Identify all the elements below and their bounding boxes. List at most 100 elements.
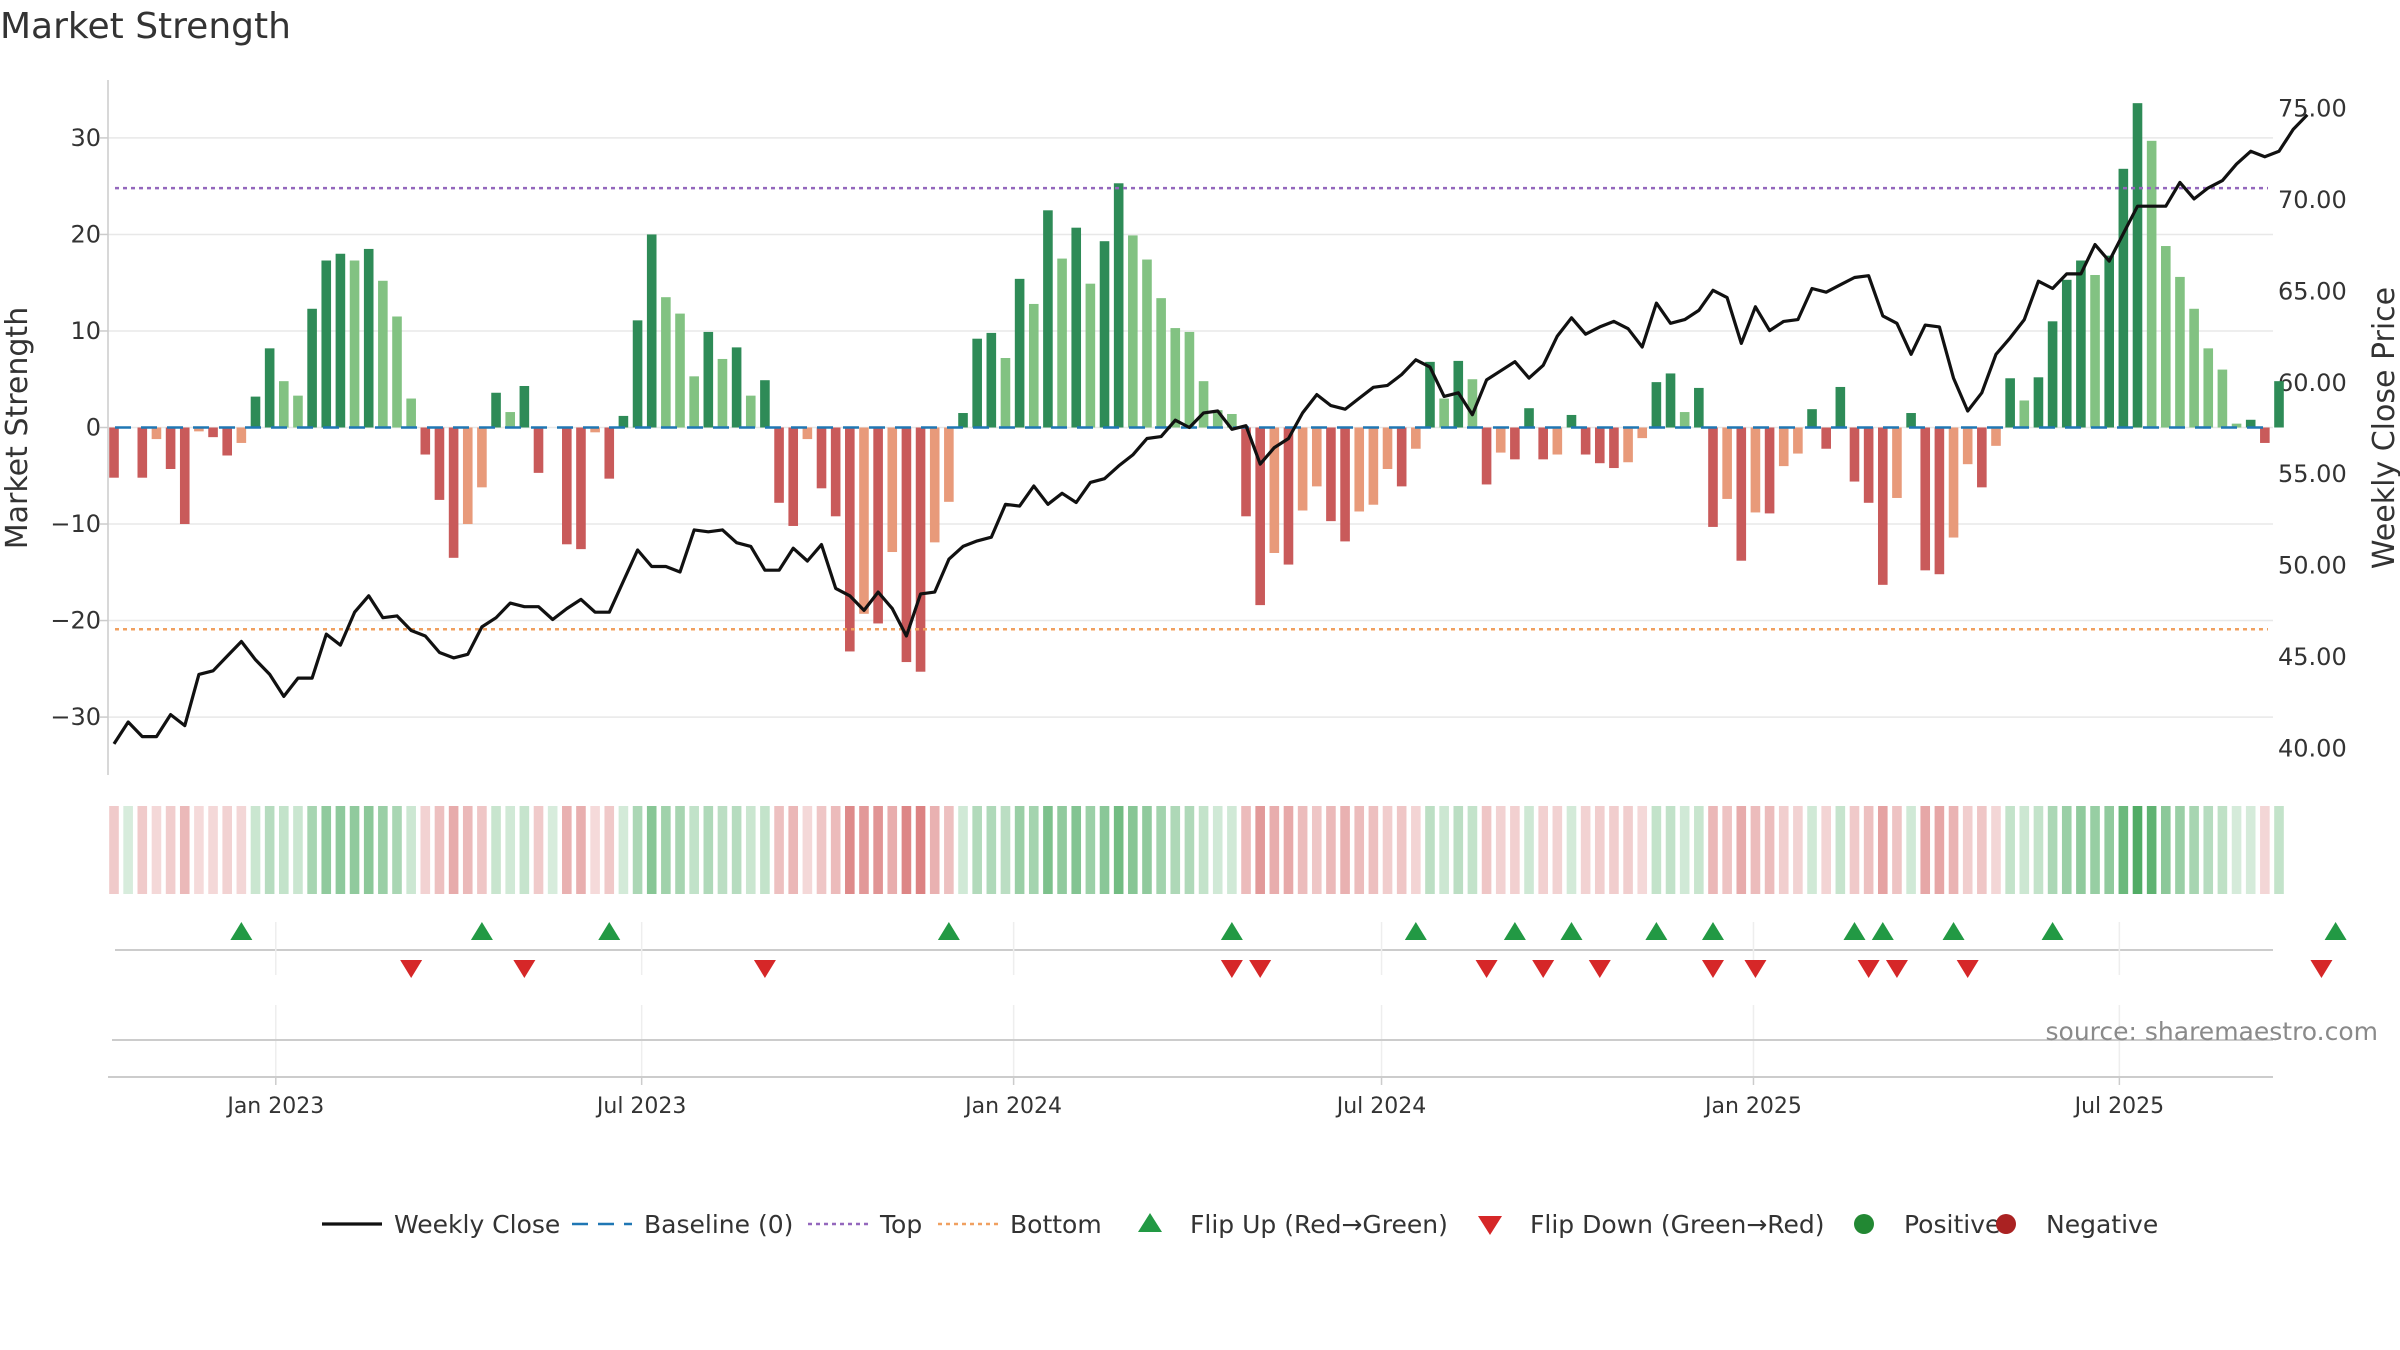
positive-strength-bar	[689, 376, 699, 428]
negative-strength-bar	[873, 427, 883, 624]
strip-cell	[1849, 806, 1860, 894]
strip-cell	[1510, 806, 1520, 894]
strip-cell	[2231, 806, 2242, 894]
positive-strength-bar	[1071, 227, 1082, 428]
negative-strength-bar	[774, 427, 784, 503]
positive-strength-bar	[505, 412, 516, 428]
strip-cell	[179, 806, 190, 894]
strip-cell	[1623, 806, 1633, 894]
negative-strength-bar	[1778, 427, 1789, 467]
negative-strength-bar	[165, 427, 176, 470]
strip-cell	[1552, 806, 1563, 894]
strip-cell	[505, 806, 516, 894]
positive-strength-bar	[1227, 413, 1237, 428]
strip-cell	[279, 806, 289, 894]
strip-cell	[1679, 806, 1690, 894]
y-tick-label: 30	[70, 124, 101, 152]
strip-cell	[1778, 806, 1789, 894]
strip-cell	[915, 806, 926, 894]
strip-cell	[2005, 806, 2015, 894]
negative-strength-bar	[1920, 427, 1931, 571]
strip-cell	[2260, 806, 2270, 894]
strip-cell	[1821, 806, 1831, 894]
positive-strength-bar	[1906, 413, 1916, 428]
strip-cell	[1566, 806, 1577, 894]
strip-cell	[1580, 806, 1591, 894]
strip-cell	[1609, 806, 1619, 894]
strip-cell	[264, 806, 275, 894]
positive-strength-bar	[1566, 414, 1577, 428]
flip-up-marker	[1942, 922, 1965, 940]
strip-cell	[1170, 806, 1181, 894]
negative-strength-bar	[2260, 427, 2270, 443]
flip-down-marker	[1956, 960, 1979, 978]
strip-cell	[887, 806, 898, 894]
strip-cell	[321, 806, 332, 894]
negative-strength-bar	[1552, 427, 1563, 455]
strip-cell	[2146, 806, 2157, 894]
legend: Weekly Close Baseline (0) Top Bottom Flip Up…	[322, 1210, 2158, 1239]
x-axis-ticks: Jan 2023 Jul 2023 Jan 2024 Jul 2024 Jan 2025…	[225, 1077, 2164, 1119]
legend-label: Bottom	[1010, 1210, 1102, 1239]
strip-cell	[1269, 806, 1280, 894]
positive-strength-bar	[349, 260, 360, 428]
positive-strength-bar	[986, 332, 997, 428]
positive-strength-bar	[1014, 278, 1025, 428]
x-tick-label: Jul 2024	[1335, 1094, 1427, 1119]
negative-strength-bar	[1495, 427, 1506, 453]
y2-axis-label: Weekly Close Price	[2367, 287, 2400, 569]
positive-strength-bar	[378, 280, 388, 428]
positive-strength-bar	[972, 338, 982, 428]
positive-strength-bar	[2274, 381, 2284, 428]
strip-cell	[2033, 806, 2044, 894]
strip-cell	[1807, 806, 1817, 894]
flip-up-marker	[2324, 922, 2347, 940]
legend-label: Negative	[2046, 1210, 2158, 1239]
strength-heat-strip	[109, 806, 2284, 894]
strip-cell	[222, 806, 233, 894]
positive-strength-bar	[406, 398, 416, 428]
positive-strength-bar	[2005, 378, 2015, 428]
strip-cell	[1297, 806, 1308, 894]
strip-cell	[1906, 806, 1916, 894]
negative-strength-bar	[1793, 427, 1803, 454]
legend-label: Flip Down (Green→Red)	[1530, 1210, 1825, 1239]
y-tick-label: 0	[86, 414, 101, 442]
positive-strength-bar	[2146, 140, 2157, 428]
positive-strength-bar	[1113, 183, 1124, 428]
strip-cell	[1524, 806, 1534, 894]
strip-cell	[1538, 806, 1548, 894]
strip-cell	[1057, 806, 1067, 894]
strip-cell	[208, 806, 218, 894]
negative-strength-bar	[901, 427, 912, 663]
legend-label: Weekly Close	[394, 1210, 560, 1239]
positive-strength-bar	[1028, 303, 1039, 428]
negative-strength-bar	[1708, 427, 1718, 527]
strip-cell	[1000, 806, 1011, 894]
positive-strength-bar	[661, 297, 671, 428]
legend-label: Positive	[1904, 1210, 2000, 1239]
negative-strength-bar	[788, 427, 799, 526]
positive-strength-bar	[632, 320, 643, 428]
flip-down-marker	[1588, 960, 1611, 978]
negative-strength-bar	[562, 427, 572, 545]
negative-strength-bar	[477, 427, 487, 488]
strip-cell	[986, 806, 997, 894]
strip-cell	[2104, 806, 2114, 894]
negative-strength-bar	[1580, 427, 1591, 455]
positive-strength-bar	[2245, 419, 2256, 428]
strip-cell	[1071, 806, 1082, 894]
strip-cell	[1184, 806, 1195, 894]
negative-strength-bar	[845, 427, 855, 652]
strip-cell	[816, 806, 827, 894]
strip-cell	[1113, 806, 1124, 894]
positive-strength-bar	[2231, 423, 2242, 428]
y-axis-label: Market Strength	[0, 307, 35, 549]
flip-down-marker	[1249, 960, 1272, 978]
strip-cell	[1227, 806, 1237, 894]
positive-strength-bar	[335, 253, 346, 428]
flip-up-marker	[598, 922, 621, 940]
strip-cell	[462, 806, 473, 894]
strip-cell	[1835, 806, 1846, 894]
